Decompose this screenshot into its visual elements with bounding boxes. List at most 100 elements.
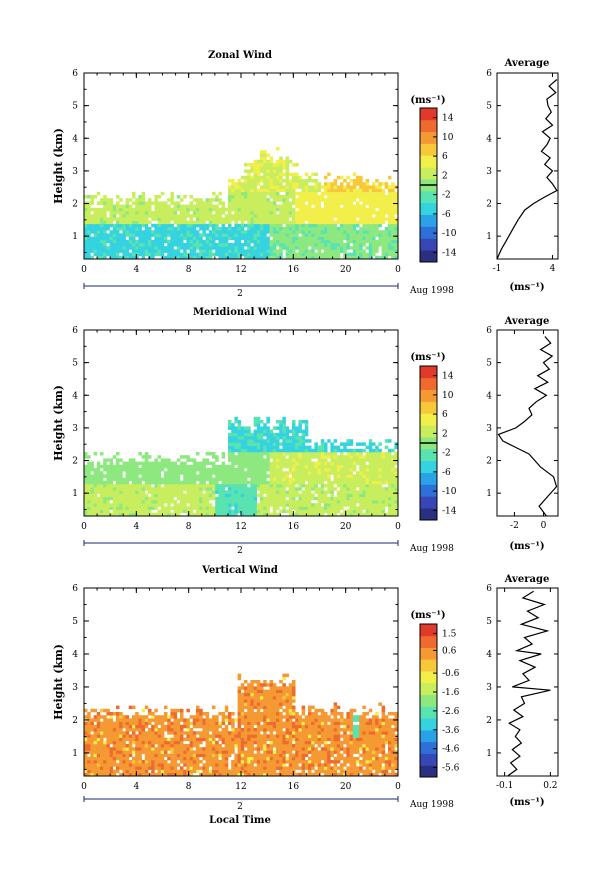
colorbar-tick-0-2: 6 [442,152,448,162]
avg-ytick-0-2: 3 [486,167,492,177]
ytick-label-0-0: 1 [72,232,78,242]
vertical-wind-title: Vertical Wind [201,565,278,576]
avg-ytick-1-5: 6 [486,326,492,336]
xtick-label-1-0: 0 [81,522,87,532]
colorbar-tick-1-1: 10 [442,391,454,401]
avg-ytick-0-4: 5 [486,102,492,112]
cbar-unit-vertical: (ms⁻¹) [410,610,445,621]
colorbar-tick-2-0: 1.5 [442,629,457,639]
ytick-label-0-5: 6 [72,69,78,79]
xtick-label-1-2: 8 [186,522,192,532]
ytick-label-1-5: 6 [72,326,78,336]
avg-xlabel-vertical: (ms⁻¹) [509,797,544,808]
xtick-label-1-4: 16 [288,522,300,532]
cbar-unit-meridional: (ms⁻¹) [410,352,445,363]
colorbar-2: 1.5 0.6 -0.6 -1.6 -2.6 -3.6 -4.6 -5.6 [419,623,460,778]
day-label-meridional: 2 [237,546,243,556]
ytick-label-1-0: 1 [72,489,78,499]
ytick-label-1-2: 3 [72,424,78,434]
ylabel-vertical: Height (km) [52,644,65,720]
heatmap-cells-0 [84,147,398,259]
colorbar-tick-0-1: 10 [442,133,454,143]
heatmap-cells-2 [84,673,398,776]
colorbar-tick-1-5: -6 [442,468,451,478]
xtick-label-2-2: 8 [186,782,192,792]
ytick-label-2-4: 5 [72,617,78,627]
avg-ytick-0-5: 6 [486,69,492,79]
ytick-label-0-1: 2 [72,200,78,210]
colorbar-tick-1-0: 14 [442,372,454,382]
avg-ytick-2-2: 3 [486,683,492,693]
avg-xlabel-meridional: (ms⁻¹) [509,541,544,552]
avg-title-vertical: Average [504,574,550,585]
ytick-label-2-1: 2 [72,716,78,726]
day-label-vertical: 2 [237,802,243,812]
ytick-label-0-2: 3 [72,167,78,177]
avg-frame-1 [496,329,559,517]
avg-xtick-1-1: 0 [541,521,547,531]
average-profile-2: 1 2 3 4 5 6 -0.1 0.2 [486,584,559,791]
avg-ytick-1-3: 4 [486,391,492,401]
avg-frame-0 [496,72,559,260]
xtick-label-2-3: 12 [235,782,246,792]
cbar-unit-zonal: (ms⁻¹) [410,95,445,106]
avg-xlabel-zonal: (ms⁻¹) [509,282,544,293]
avg-profile-line-0 [496,79,558,260]
colorbar-1: 14 10 6 2 -2 -6 -10 -14 [419,365,457,521]
avg-xtick-1-0: -2 [510,521,519,531]
ylabel-meridional: Height (km) [52,385,65,461]
local-time-xlabel: Local Time [209,815,271,826]
xtick-label-1-3: 12 [235,522,246,532]
ytick-label-1-1: 2 [72,457,78,467]
ytick-label-2-0: 1 [72,749,78,759]
avg-ytick-2-4: 5 [486,617,492,627]
xtick-label-0-6: 0 [395,265,401,275]
xtick-label-1-5: 20 [340,522,352,532]
avg-ytick-0-1: 2 [486,200,492,210]
colorbar-tick-2-4: -2.6 [442,707,460,717]
avg-xtick-2-0: -0.1 [496,781,513,791]
xtick-label-0-2: 8 [186,265,192,275]
xtick-label-2-1: 4 [133,782,139,792]
avg-ytick-1-2: 3 [486,424,492,434]
colorbar-tick-1-6: -10 [442,487,457,497]
avg-title-meridional: Average [504,316,550,327]
avg-title-zonal: Average [504,58,550,69]
avg-profile-line-1 [497,336,558,517]
xtick-label-2-5: 20 [340,782,352,792]
colorbar-tick-1-2: 6 [442,410,448,420]
day-label-zonal: 2 [237,289,243,299]
colorbar-tick-0-6: -10 [442,229,457,239]
colorbar-tick-0-5: -6 [442,210,451,220]
date-label-zonal: Aug 1998 [409,286,454,296]
colorbar-tick-0-7: -14 [442,248,457,258]
xtick-label-2-0: 0 [81,782,87,792]
xtick-label-0-4: 16 [288,265,300,275]
ytick-label-1-4: 5 [72,359,78,369]
colorbar-tick-2-3: -1.6 [442,688,460,698]
avg-ytick-0-3: 4 [486,134,492,144]
avg-ytick-0-0: 1 [486,232,492,242]
ytick-label-0-4: 5 [72,102,78,112]
heatmap-cells-1 [84,416,398,516]
date-label-meridional: Aug 1998 [409,544,454,554]
colorbar-tick-0-3: 2 [442,171,448,181]
xtick-label-1-1: 4 [133,522,139,532]
xtick-label-0-5: 20 [340,265,352,275]
avg-profile-line-2 [507,590,551,777]
avg-frame-2 [496,587,559,777]
avg-ytick-1-0: 1 [486,489,492,499]
colorbar-tick-1-4: -2 [442,449,451,459]
ytick-label-2-2: 3 [72,683,78,693]
colorbar-tick-0-4: -2 [442,191,451,201]
date-label-vertical: Aug 1998 [409,800,454,810]
ytick-label-2-5: 6 [72,584,78,594]
zonal-wind-title: Zonal Wind [208,50,272,61]
colorbar-0: 14 10 6 2 -2 -6 -10 -14 [419,107,457,263]
colorbar-tick-2-6: -4.6 [442,745,460,755]
xtick-label-0-0: 0 [81,265,87,275]
